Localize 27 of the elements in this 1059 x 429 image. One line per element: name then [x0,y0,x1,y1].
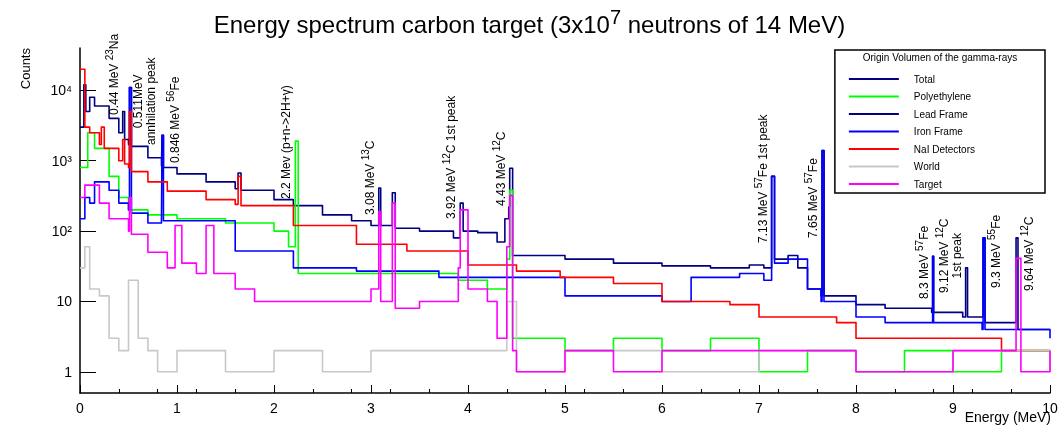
annotation: 0.511MeV annhilation peak [130,57,158,145]
y-tick-label: 10 [56,293,73,310]
legend-label: Target [913,178,942,190]
legend-title: Origin Volumen of the gamma-rays [862,51,1018,63]
legend-label: Iron Frame [913,126,964,137]
x-tick-label: 2 [270,400,279,416]
x-tick-label: 1 [173,400,182,416]
y-tick-label: 1 [64,363,73,380]
x-tick-label: 4 [464,400,473,416]
x-tick-label: 0 [76,400,85,416]
legend-label: Lead Frame [913,108,969,120]
annotation: 2.2 Mev (p+n->2H+γ) [279,84,294,199]
x-tick-label: 3 [367,400,376,416]
legend-label: Total [913,73,935,85]
x-tick-label: 9 [949,400,958,416]
x-tick-label: 5 [561,400,570,416]
y-tick-label: 10⁴ [50,82,72,99]
x-tick-label: 8 [852,400,861,416]
legend-label: World [913,161,940,172]
legend-label: Polyethylene [913,91,972,102]
legend-label: NaI Detectors [913,143,976,155]
x-tick-label: 6 [658,400,667,416]
y-tick-label: 10² [51,223,73,240]
chart-title: Energy spectrum carbon target (3x10$^{7}$ neutrons of 14 MeV) [213,6,846,38]
x-tick-label: 7 [755,400,764,416]
y-axis-title: Counts [18,47,33,90]
y-tick-label: 10³ [51,152,73,169]
